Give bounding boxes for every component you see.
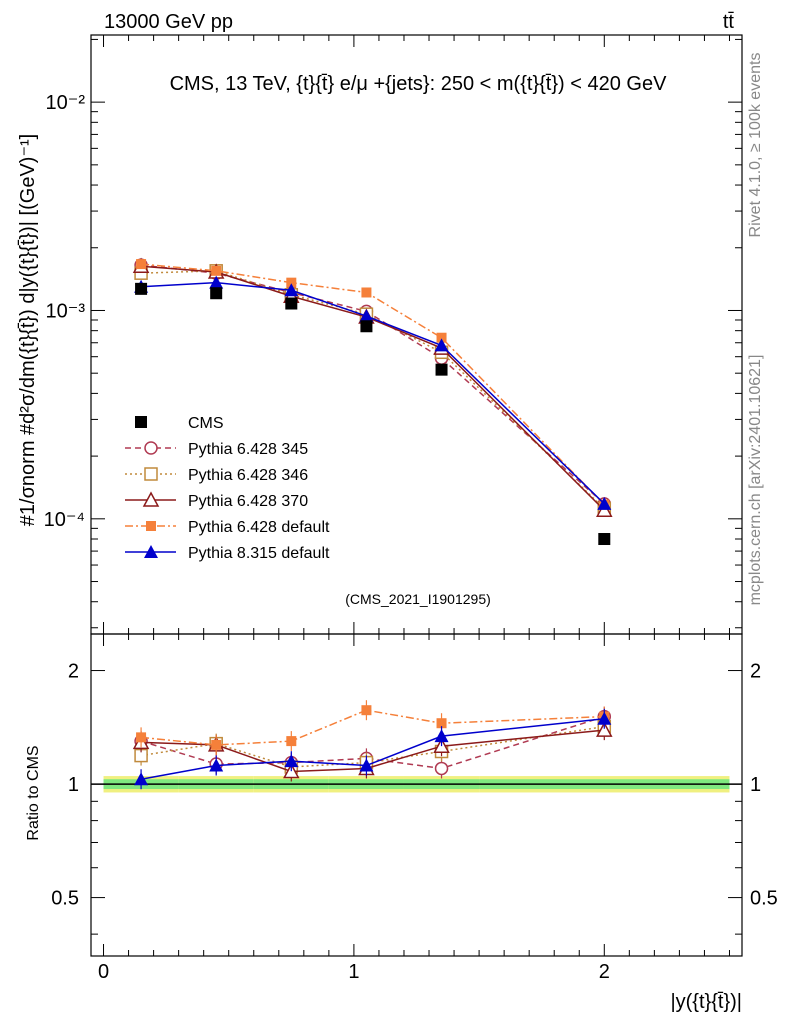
- cms-data-point: [210, 287, 223, 300]
- series-3-main-point: [211, 265, 222, 276]
- series-4-ratio-point: [209, 758, 224, 772]
- x-axis-label: |y({t}{t̄})|: [670, 991, 742, 1013]
- header-left-label: 13000 GeV pp: [104, 11, 233, 33]
- main-y-axis-label: #1/σnorm #d²σ/dm({t}{t̄}) d|y({t}{t̄})| …: [17, 134, 39, 526]
- series-4-ratio-point: [434, 729, 449, 743]
- series-4-ratio-point: [597, 711, 612, 725]
- x-tick-label: 1: [348, 961, 359, 983]
- main-y-tick-label: 10⁻³: [46, 300, 86, 322]
- header-right-label: tt̄: [723, 11, 735, 33]
- series-3-ratio-point: [286, 736, 297, 747]
- ratio-y-tick-label-left: 2: [68, 661, 79, 683]
- legend-marker-0: [144, 441, 158, 455]
- main-y-tick-label: 10⁻⁴: [44, 509, 85, 531]
- x-tick-label: 2: [599, 961, 610, 983]
- series-4-ratio-point: [134, 772, 149, 786]
- ratio-y-axis-label: Ratio to CMS: [25, 745, 42, 840]
- chart-title: CMS, 13 TeV, {t}{t̄} e/μ +{jets}: 250 < …: [170, 73, 668, 95]
- series-4-main-point: [284, 283, 299, 297]
- legend-label-4: Pythia 8.315 default: [188, 545, 330, 562]
- series-0-ratio-point: [434, 761, 449, 776]
- series-4-ratio-point: [284, 754, 299, 768]
- source-note: mcplots.cern.ch [arXiv:2401.10621]: [747, 355, 764, 606]
- cms-data-point: [360, 320, 373, 333]
- series-2-ratio-point: [596, 721, 613, 737]
- series-3-ratio-point: [211, 739, 222, 750]
- series-3-main-point: [436, 332, 447, 343]
- cms-data-point: [135, 282, 148, 295]
- series-3-main-point: [286, 277, 297, 288]
- legend-label-3: Pythia 6.428 default: [188, 519, 330, 536]
- series-0-main-line: [140, 264, 605, 505]
- ratio-y-tick-label-right: 0.5: [750, 888, 778, 910]
- series-4-main-point: [209, 275, 224, 289]
- series-4-ratio-line: [140, 718, 605, 780]
- series-4-main-line: [141, 281, 605, 505]
- ratio-y-tick-label-right: 2: [750, 661, 761, 683]
- series-4-main-point: [434, 338, 449, 352]
- series-3-main-line: [141, 263, 605, 506]
- legend-label-cms: CMS: [188, 415, 224, 432]
- legend-label-1: Pythia 6.428 346: [188, 467, 308, 484]
- series-2-main-line: [141, 265, 605, 511]
- series-3-ratio-point: [361, 705, 372, 716]
- series-3-main-point: [361, 287, 372, 298]
- x-tick-label: 0: [98, 961, 109, 983]
- rivet-note: Rivet 4.1.0, ≥ 100k events: [747, 53, 764, 238]
- ratio-y-tick-label-right: 1: [750, 774, 761, 796]
- series-3-ratio-point: [436, 718, 447, 729]
- legend-marker-1: [144, 467, 158, 481]
- series-4-ratio-point: [359, 758, 374, 772]
- cms-data-point: [435, 363, 448, 376]
- legend-label-0: Pythia 6.428 345: [188, 441, 308, 458]
- series-4-main-point: [597, 496, 612, 510]
- legend-marker-cms: [135, 416, 147, 428]
- legend-marker-2: [142, 491, 160, 507]
- legend-marker-3: [146, 521, 156, 531]
- cms-data-point: [285, 297, 298, 310]
- legend-label-2: Pythia 6.428 370: [188, 493, 308, 510]
- legend-marker-4: [144, 545, 158, 558]
- series-4-main-point: [359, 309, 374, 323]
- main-y-tick-label: 10⁻²: [46, 92, 86, 114]
- cms-data-point: [598, 533, 611, 546]
- series-2-ratio-line: [141, 729, 605, 773]
- ratio-panel-frame: [90, 633, 743, 957]
- series-0-ratio-line: [140, 715, 605, 770]
- series-3-main-point: [136, 259, 147, 270]
- ratio-y-tick-label-left: 0.5: [51, 888, 79, 910]
- series-3-ratio-point: [136, 732, 147, 743]
- ratio-y-tick-label-left: 1: [68, 774, 79, 796]
- watermark: (CMS_2021_I1901295): [345, 591, 491, 607]
